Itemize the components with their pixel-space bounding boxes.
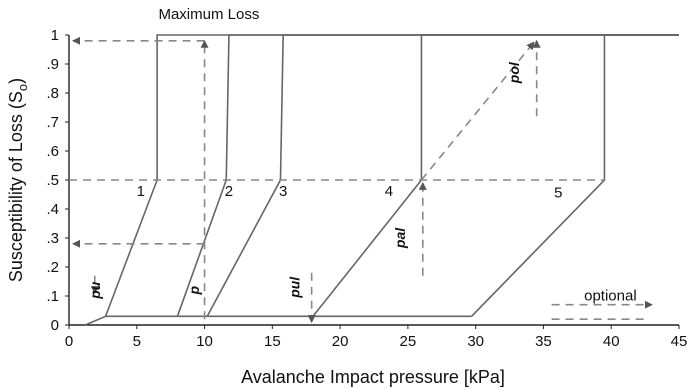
y-axis-title-text: Susceptibility of Loss (S [6, 91, 26, 282]
annotations: Maximum Loss optional pol pal pul pu p [87, 6, 636, 304]
series-lines [84, 34, 679, 326]
y-tick-label: .1 [46, 288, 59, 305]
annotation-optional: optional [584, 287, 637, 304]
x-tick-label: 35 [535, 333, 552, 350]
tick-labels: 0 5 10 15 20 25 30 35 40 450.1.2.3.4.5.6.7.8.91 [46, 27, 687, 350]
y-axis-title-close: ) [6, 78, 26, 84]
x-tick-label: 40 [603, 333, 620, 350]
x-tick-label: 20 [332, 333, 349, 350]
x-tick-label: 0 [65, 333, 73, 350]
annotation-pu: pu [87, 281, 103, 300]
y-tick-label: 1 [51, 27, 59, 44]
dashed-guides [69, 36, 653, 324]
x-tick-label: 10 [196, 333, 213, 350]
y-axis-title: Susceptibility of Loss (So) [6, 78, 30, 282]
x-tick-label: 5 [133, 333, 141, 350]
y-tick-label: .7 [46, 114, 59, 131]
curve-3 [206, 34, 679, 317]
y-tick-label: .3 [46, 230, 59, 247]
x-tick-label: 30 [467, 333, 484, 350]
y-tick-label: .5 [46, 172, 59, 189]
curve-label-4: 4 [385, 183, 393, 200]
y-tick-label: .6 [46, 143, 59, 160]
annotation-pul: pul [286, 276, 302, 299]
dashed-arrow [420, 41, 535, 181]
x-tick-label: 45 [671, 333, 688, 350]
curve-label-1: 1 [137, 183, 145, 200]
y-tick-label: .8 [46, 85, 59, 102]
curve-label-3: 3 [279, 183, 287, 200]
x-axis-title: Avalanche Impact pressure [kPa] [241, 367, 505, 387]
curve-label-2: 2 [225, 183, 233, 200]
y-axis-title-subscript: o [15, 84, 30, 91]
x-tick-label: 25 [400, 333, 417, 350]
annotation-pal: pal [392, 227, 408, 249]
curve-labels: 1 2 3 4 5 [137, 183, 563, 201]
annotation-maximum-loss: Maximum Loss [158, 6, 259, 23]
curve-5 [471, 34, 679, 317]
axes [65, 34, 680, 329]
x-tick-label: 15 [264, 333, 281, 350]
annotation-pol: pol [506, 61, 522, 84]
y-tick-label: .9 [46, 56, 59, 73]
annotation-p: p [186, 285, 202, 295]
curve-label-5: 5 [554, 184, 562, 201]
y-tick-label: 0 [51, 317, 59, 334]
y-tick-label: .2 [46, 259, 59, 276]
y-tick-label: .4 [46, 201, 59, 218]
curve-4 [312, 34, 679, 317]
